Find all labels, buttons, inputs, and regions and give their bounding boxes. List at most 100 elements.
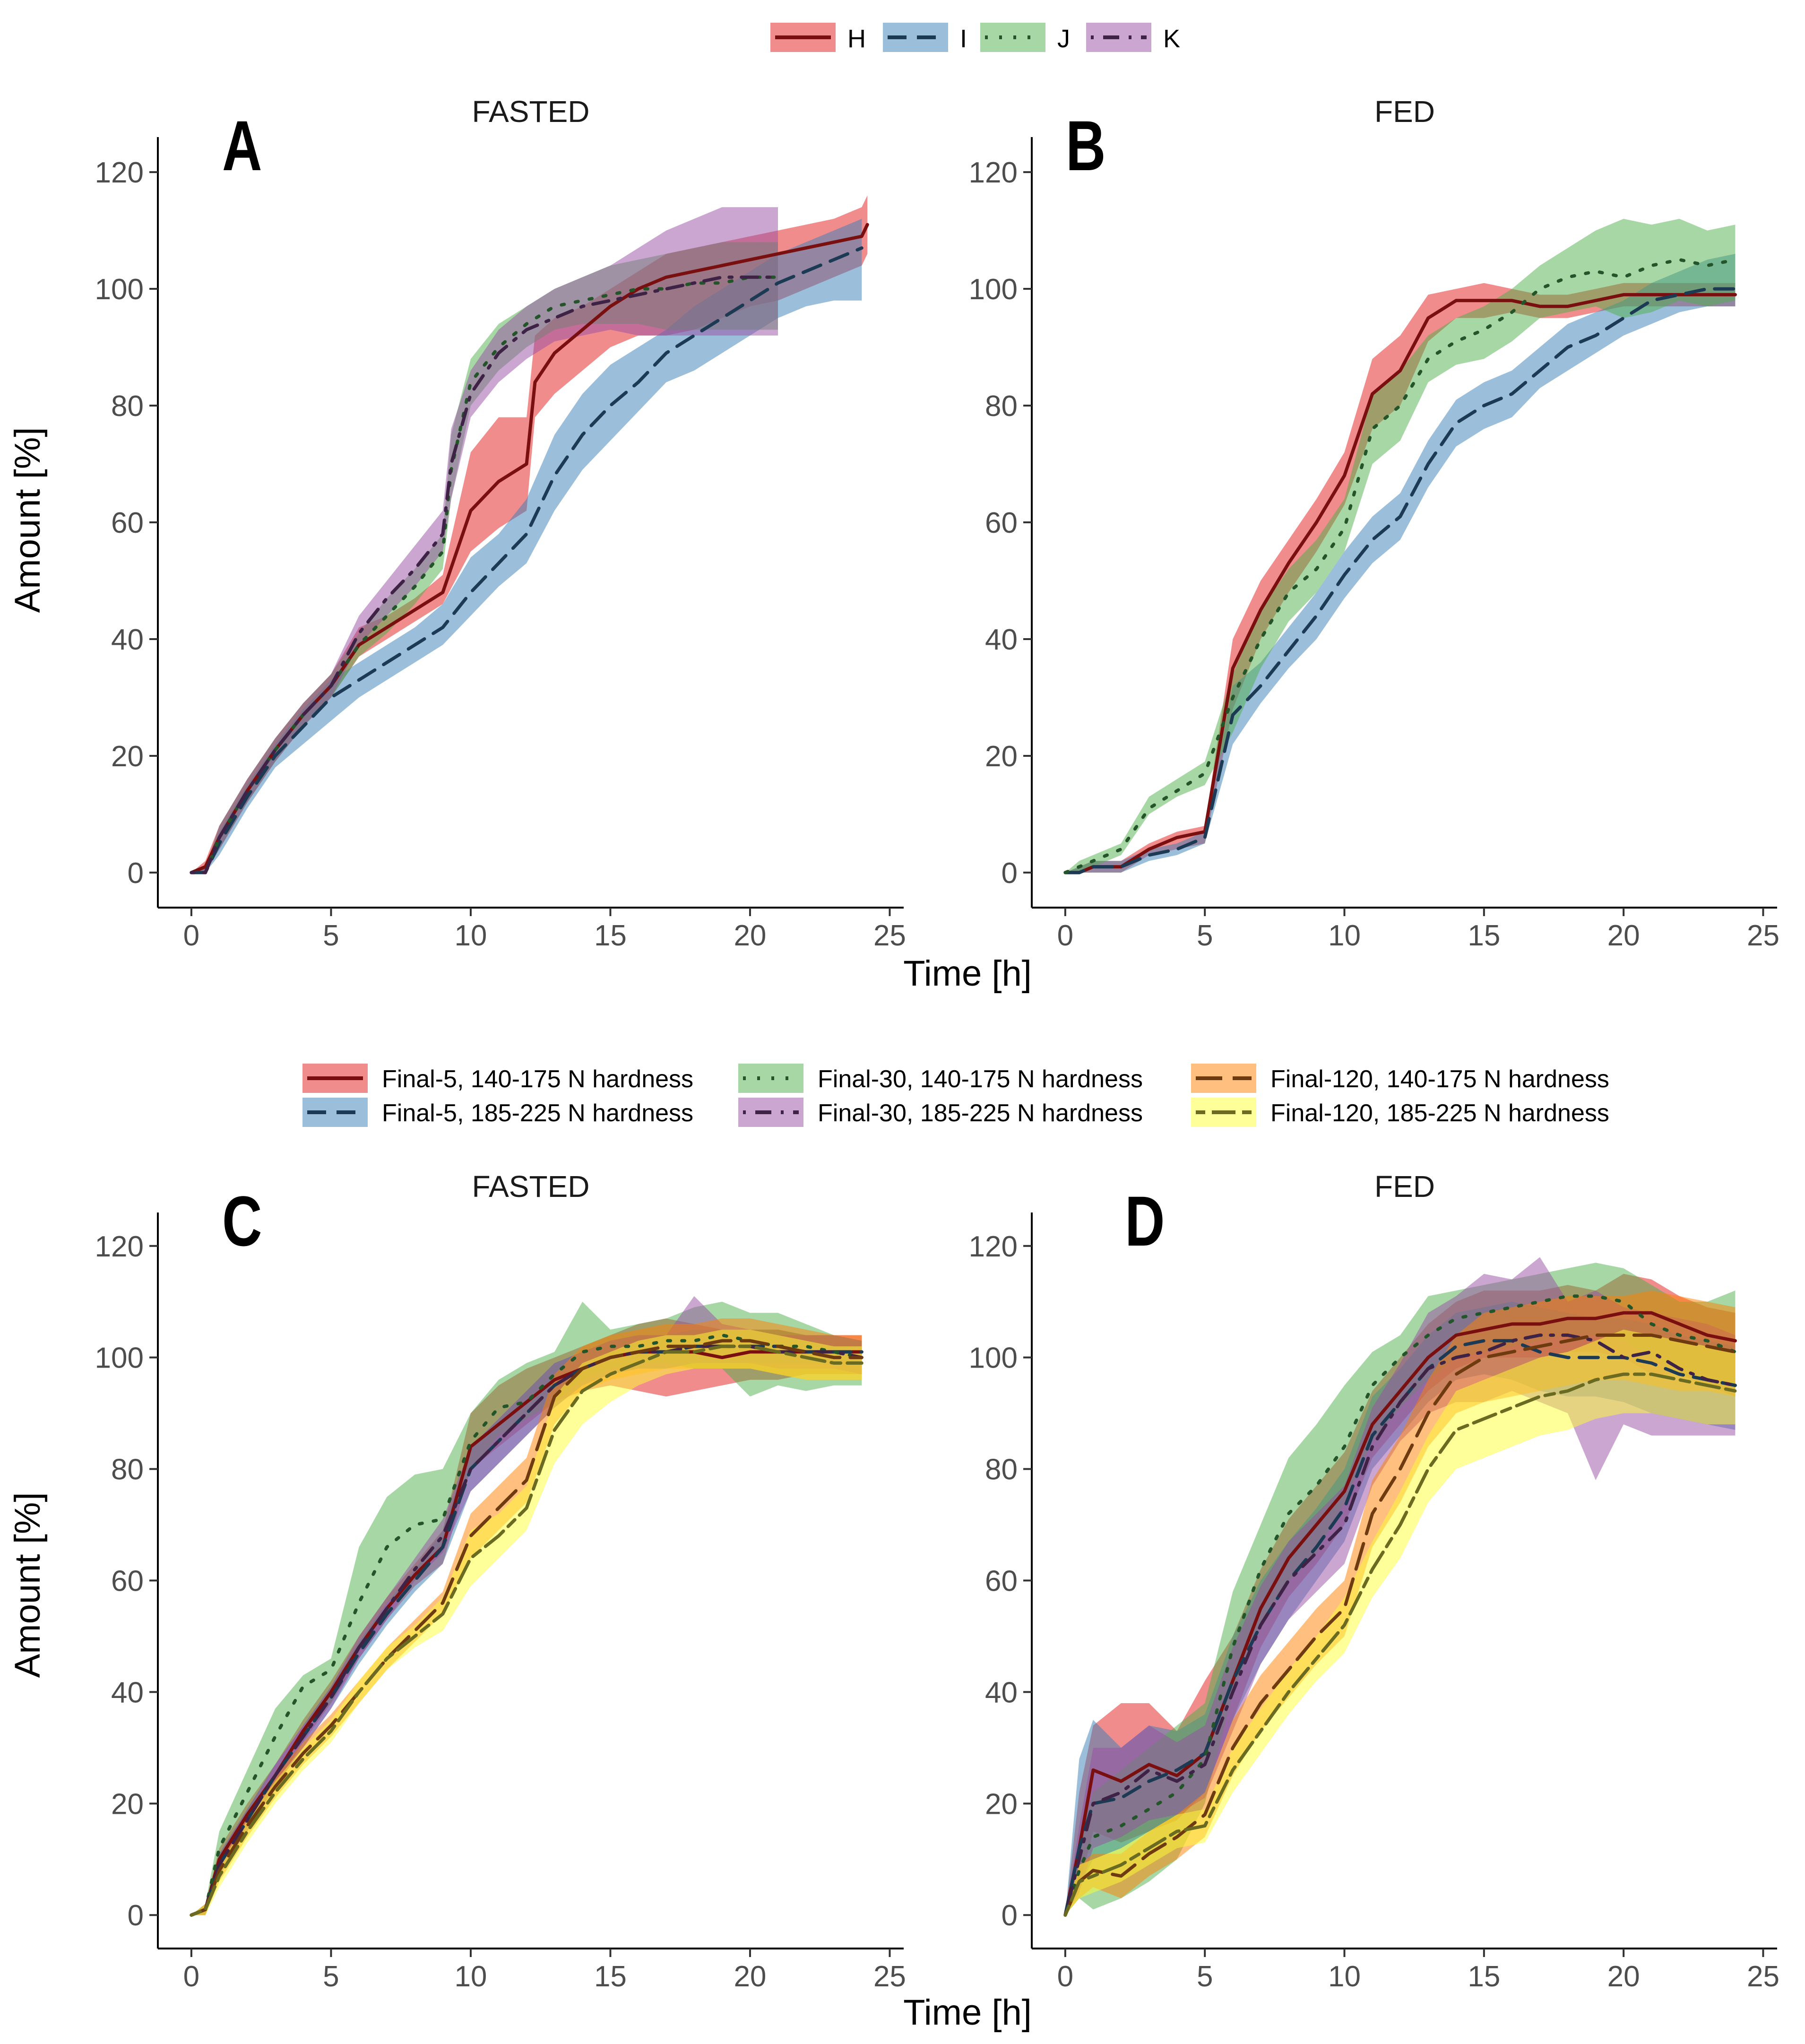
panel-title: FASTED — [472, 95, 590, 129]
y-tick-label: 40 — [111, 1676, 144, 1709]
y-axis-label: Amount [%] — [8, 427, 48, 613]
panel-title: FED — [1374, 95, 1435, 129]
legend-item: Final-5, 185-225 N hardness — [302, 1098, 693, 1127]
y-tick-label: 20 — [985, 740, 1018, 773]
legend-label: Final-120, 185-225 N hardness — [1270, 1100, 1609, 1127]
y-tick-label: 20 — [111, 1788, 144, 1820]
panel-letter: D — [1125, 1181, 1165, 1261]
panel-title: FED — [1374, 1169, 1435, 1204]
x-tick-label: 0 — [1057, 1960, 1073, 1993]
y-tick-label: 120 — [95, 1230, 144, 1263]
y-tick-label: 0 — [1002, 857, 1018, 890]
y-tick-label: 80 — [111, 1454, 144, 1486]
y-tick-label: 20 — [985, 1788, 1018, 1820]
x-tick-label: 25 — [873, 1960, 906, 1993]
y-tick-label: 120 — [95, 156, 144, 189]
x-tick-label: 5 — [323, 919, 339, 952]
line-final-5-140-175-n-hardness — [190, 1350, 864, 1917]
panel-c: 0 20 40 60 80 100 120 0 5 10 15 20 25 FASTED C Amount [… — [8, 1169, 906, 1993]
x-tick-label: 0 — [1057, 919, 1073, 952]
line-j — [1063, 258, 1737, 875]
x-axis-label: Time [h] — [903, 1992, 1032, 2033]
y-tick-label: 60 — [985, 507, 1018, 539]
legend-label: Final-120, 140-175 N hardness — [1270, 1065, 1609, 1093]
legend-item: Final-30, 140-175 N hardness — [738, 1064, 1143, 1093]
x-tick-label: 20 — [734, 919, 766, 952]
y-tick-label: 20 — [111, 740, 144, 773]
legend-swatch — [738, 1064, 803, 1093]
y-tick-label: 100 — [95, 1342, 144, 1375]
line-j — [190, 275, 780, 875]
x-tick-label: 10 — [454, 919, 487, 952]
y-tick-label: 0 — [128, 1899, 144, 1932]
y-tick-label: 40 — [985, 1676, 1018, 1709]
line-i — [1063, 287, 1737, 875]
legend-item: Final-5, 140-175 N hardness — [302, 1064, 693, 1093]
legend-label: Final-30, 140-175 N hardness — [818, 1065, 1143, 1093]
legend-label: J — [1057, 25, 1070, 53]
line-final-30-140-175-n-hardness — [1063, 1294, 1737, 1917]
legend-swatch — [980, 23, 1045, 52]
legend-item-k: K — [1086, 23, 1180, 53]
legend-bottom: Final-5, 140-175 N hardness Final-5, 185-… — [302, 1064, 1609, 1127]
panel-title: FASTED — [472, 1169, 590, 1204]
legend-top: H I J K — [770, 23, 1180, 53]
line-i — [190, 246, 864, 875]
y-tick-label: 60 — [111, 507, 144, 539]
y-tick-label: 40 — [111, 624, 144, 656]
legend-label: Final-5, 140-175 N hardness — [382, 1065, 693, 1093]
y-tick-label: 100 — [969, 1342, 1018, 1375]
line-final-120-140-175-n-hardness — [1063, 1334, 1737, 1917]
x-tick-label: 25 — [1747, 1960, 1779, 1993]
x-axis-label: Time [h] — [903, 953, 1032, 994]
y-axis-label: Amount [%] — [8, 1492, 48, 1678]
x-tick-label: 5 — [1197, 1960, 1213, 1993]
x-tick-label: 15 — [594, 919, 627, 952]
legend-item-h: H — [770, 23, 866, 53]
y-tick-label: 0 — [128, 857, 144, 890]
x-tick-label: 25 — [1747, 919, 1779, 952]
legend-label: I — [960, 25, 967, 53]
y-tick-label: 80 — [111, 390, 144, 423]
y-tick-label: 60 — [111, 1565, 144, 1598]
x-tick-label: 5 — [1197, 919, 1213, 952]
x-tick-label: 0 — [183, 919, 199, 952]
line-final-30-140-175-n-hardness — [190, 1334, 864, 1917]
x-tick-label: 10 — [1328, 919, 1361, 952]
panel-letter: C — [222, 1181, 262, 1261]
panel-b: 0 20 40 60 80 100 120 0 5 10 15 20 25 FED B Time [h] — [903, 95, 1779, 994]
x-tick-label: 25 — [873, 919, 906, 952]
legend-item-i: I — [883, 23, 967, 53]
legend-label: K — [1163, 25, 1180, 53]
line-final-5-140-175-n-hardness — [1063, 1311, 1737, 1917]
panel-letter: B — [1066, 106, 1105, 185]
legend-label: Final-30, 185-225 N hardness — [818, 1100, 1143, 1127]
y-tick-label: 80 — [985, 390, 1018, 423]
x-tick-label: 20 — [1607, 1960, 1640, 1993]
x-tick-label: 15 — [1468, 1960, 1500, 1993]
x-tick-label: 10 — [1328, 1960, 1361, 1993]
line-final-30-185-225-n-hardness — [1063, 1334, 1737, 1917]
y-tick-label: 60 — [985, 1565, 1018, 1598]
y-tick-label: 80 — [985, 1454, 1018, 1486]
panel-letter: A — [222, 106, 262, 185]
x-tick-label: 0 — [183, 1960, 199, 1993]
panel-a: 0 20 40 60 80 100 120 0 5 10 15 20 25 FASTED A Amount [… — [8, 95, 906, 952]
x-tick-label: 15 — [594, 1960, 627, 1993]
ribbon-j — [1065, 218, 1736, 873]
y-tick-label: 100 — [969, 273, 1018, 306]
x-tick-label: 20 — [1607, 919, 1640, 952]
y-tick-label: 120 — [969, 156, 1018, 189]
legend-label: H — [847, 25, 866, 53]
ribbon-i — [191, 218, 862, 873]
x-tick-label: 5 — [323, 1960, 339, 1993]
legend-item: Final-120, 140-175 N hardness — [1191, 1064, 1609, 1093]
line-k — [190, 275, 780, 875]
x-tick-label: 20 — [734, 1960, 766, 1993]
line-final-120-185-225-n-hardness — [1063, 1372, 1737, 1917]
x-tick-label: 15 — [1468, 919, 1500, 952]
y-tick-label: 0 — [1002, 1899, 1018, 1932]
line-final-120-140-175-n-hardness — [190, 1339, 864, 1917]
